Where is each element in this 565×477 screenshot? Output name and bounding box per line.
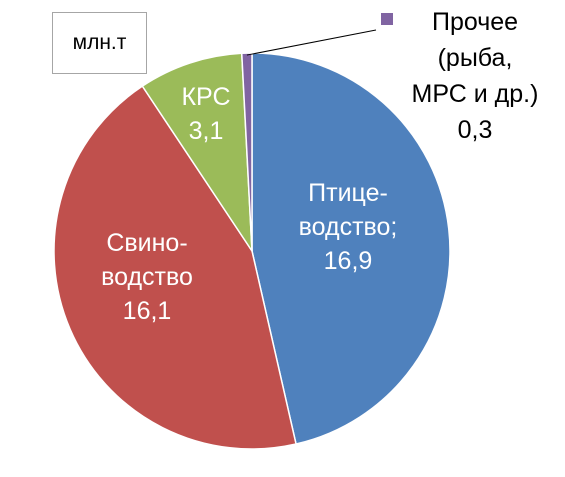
label-poultry-line-1: Птице- bbox=[308, 179, 388, 207]
label-other-line-3: МРС и др.) bbox=[411, 80, 539, 108]
slice-cattle bbox=[141, 52, 253, 254]
label-pig: Свино- водство 16,1 bbox=[101, 226, 193, 328]
label-other-line-1: Прочее bbox=[431, 8, 519, 36]
label-pig-value: 16,1 bbox=[122, 297, 172, 325]
label-pig-line-1: Свино- bbox=[106, 229, 188, 257]
label-cattle-value: 3,1 bbox=[188, 117, 224, 145]
label-pig-line-2: водство bbox=[101, 263, 193, 291]
label-poultry: Птице- водство; 16,9 bbox=[299, 176, 398, 278]
label-other: Прочее (рыба, МРС и др.) 0,3 bbox=[412, 4, 539, 148]
slice-other bbox=[240, 52, 253, 252]
label-poultry-value: 16,9 bbox=[323, 247, 373, 275]
other-legend-marker bbox=[381, 13, 393, 25]
label-other-line-2: (рыба, bbox=[437, 44, 513, 72]
other-leader-line bbox=[246, 29, 377, 56]
unit-label: млн.т bbox=[52, 12, 147, 74]
slice-poultry bbox=[251, 52, 451, 445]
label-poultry-line-2: водство; bbox=[298, 213, 398, 241]
label-cattle: КРС 3,1 bbox=[181, 80, 230, 148]
label-cattle-line-1: КРС bbox=[181, 83, 231, 111]
slice-pig bbox=[53, 85, 297, 450]
label-other-value: 0,3 bbox=[457, 116, 493, 144]
